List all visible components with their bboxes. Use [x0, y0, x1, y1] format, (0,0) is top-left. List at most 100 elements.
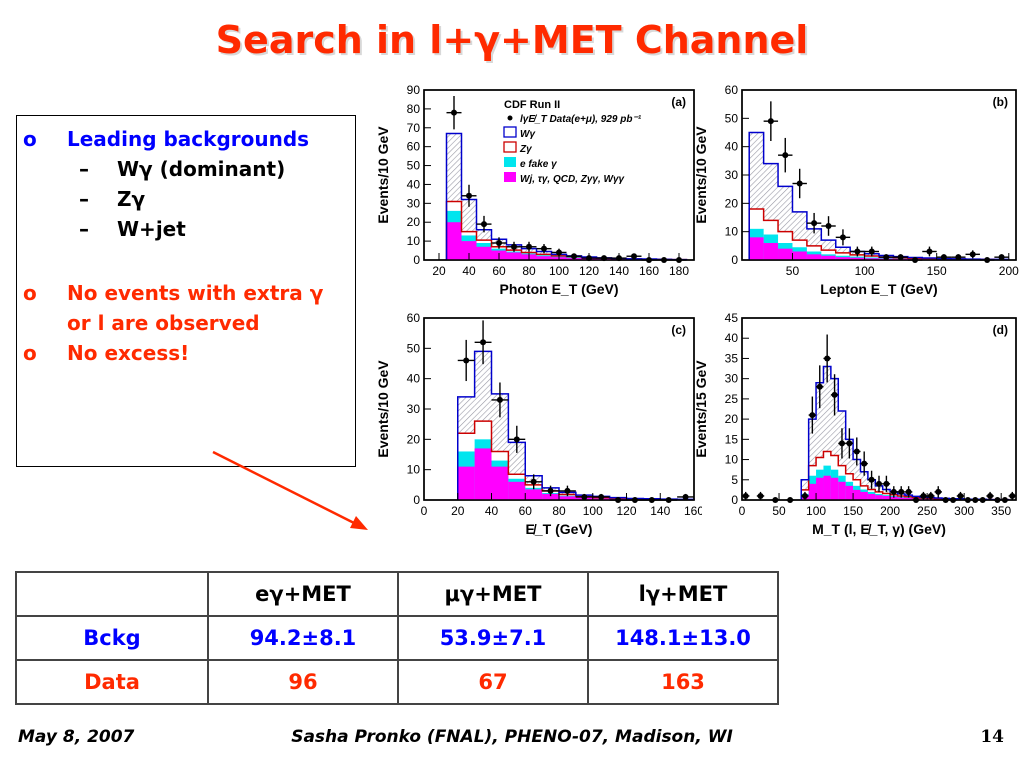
sub-bullet-marker: – — [79, 157, 89, 181]
x-tick-label: 0 — [739, 504, 746, 518]
data-point — [508, 425, 526, 453]
y-tick-label: 10 — [407, 463, 421, 477]
summary-table: eγ+MET μγ+MET lγ+MET Bckg 94.2±8.1 53.9±… — [15, 571, 779, 705]
x-tick-label: 180 — [669, 264, 689, 278]
x-tick-label: 300 — [954, 504, 974, 518]
sub-bullet-text: Zγ — [117, 187, 146, 211]
y-tick-label: 60 — [407, 140, 421, 154]
data-point — [850, 246, 865, 257]
y-tick-label: 20 — [407, 215, 421, 229]
bullet-text: No events with extra γ or l are observed — [67, 281, 324, 335]
table-cell: 94.2±8.1 — [207, 615, 399, 661]
bar-other-backgrounds — [904, 497, 913, 500]
x-tick-label: 150 — [927, 264, 947, 278]
chart-photon-et: 20 40 60 80 100 120 140 160 180 0 10 20 30 40 50 60 70 80… — [375, 83, 695, 297]
data-point — [446, 95, 462, 130]
panel-label: (c) — [671, 323, 686, 337]
y-tick-label: 10 — [407, 234, 421, 248]
data-point — [801, 491, 809, 500]
y-tick-label: 70 — [407, 121, 421, 135]
y-tick-label: 20 — [725, 196, 739, 210]
data-point — [476, 215, 492, 233]
x-tick-label: 200 — [880, 504, 900, 518]
bar-other-backgrounds — [816, 477, 824, 500]
bar-other-backgrounds — [864, 258, 879, 260]
bar-other-backgrounds — [461, 241, 477, 260]
y-axis-label: Events/10 GeV — [693, 126, 709, 224]
y-tick-label: 0 — [413, 253, 420, 267]
bar-w-gamma — [808, 419, 817, 500]
bar-other-backgrounds — [845, 485, 854, 500]
data-point — [879, 254, 894, 261]
legend-entry: Wγ — [520, 129, 536, 140]
bar-other-backgrounds — [525, 489, 543, 500]
data-point — [986, 491, 994, 500]
data-point — [1008, 491, 1016, 500]
bar-w-gamma — [816, 382, 824, 500]
x-tick-label: 140 — [609, 264, 629, 278]
data-point — [592, 493, 610, 500]
x-tick-label: 80 — [522, 264, 536, 278]
y-tick-label: 30 — [725, 372, 739, 386]
y-axis-label: Events/10 GeV — [375, 360, 391, 458]
bar-other-backgrounds — [491, 466, 509, 500]
sub-bullet-text: Wγ (dominant) — [117, 157, 286, 181]
data-point — [890, 486, 898, 498]
data-point — [792, 168, 807, 199]
bar-other-backgrounds — [867, 493, 876, 500]
data-point — [821, 216, 836, 236]
data-point — [808, 396, 817, 434]
table-cell: 96 — [207, 659, 399, 705]
bar-other-backgrounds — [821, 255, 836, 260]
bar-other-backgrounds — [882, 495, 891, 500]
y-tick-label: 20 — [407, 432, 421, 446]
data-point — [965, 250, 980, 259]
bullet-text: No excess! — [67, 341, 190, 365]
bullet-text: Leading backgrounds — [67, 127, 310, 151]
data-point — [461, 184, 477, 207]
x-tick-label: 60 — [492, 264, 506, 278]
sub-bullet-marker: – — [79, 217, 89, 241]
x-tick-label: 160 — [639, 264, 659, 278]
data-point — [778, 137, 793, 173]
legend-swatch — [504, 157, 516, 167]
bar-other-backgrounds — [806, 254, 822, 260]
data-point — [823, 334, 831, 383]
data-point — [457, 339, 475, 382]
x-tick-label: 50 — [786, 264, 800, 278]
legend-swatch — [504, 172, 516, 182]
data-point — [575, 493, 593, 500]
y-tick-label: 50 — [407, 159, 421, 173]
data-point — [830, 374, 839, 416]
y-tick-label: 45 — [725, 311, 739, 325]
data-point — [474, 320, 492, 365]
bar-other-backgrounds — [446, 222, 462, 260]
data-point — [626, 253, 642, 260]
sub-bullet-wg: – Wγ (dominant) — [79, 154, 349, 184]
bar-other-backgrounds — [853, 489, 861, 500]
y-tick-label: 90 — [407, 83, 421, 97]
data-point — [491, 382, 509, 418]
bar-other-backgrounds — [875, 495, 883, 500]
legend-marker — [507, 115, 513, 121]
x-axis-label: Lepton E_T (GeV) — [820, 281, 937, 297]
table-cell: 53.9±7.1 — [397, 615, 589, 661]
bar-other-backgrounds — [506, 252, 522, 260]
data-point — [882, 475, 891, 492]
bar-other-backgrounds — [897, 497, 905, 500]
table-cell: 163 — [587, 659, 779, 705]
bar-w-gamma — [823, 366, 831, 500]
y-tick-label: 25 — [725, 392, 739, 406]
table-header-cell: μγ+MET — [397, 571, 589, 617]
x-tick-label: 350 — [991, 504, 1011, 518]
y-tick-label: 40 — [407, 372, 421, 386]
panel-label: (b) — [993, 95, 1008, 109]
legend-entry: Wj, τγ, QCD, Zγγ, Wγγ — [520, 174, 626, 185]
x-tick-label: 100 — [549, 264, 569, 278]
bar-other-backgrounds — [830, 477, 839, 500]
footer-date: May 8, 2007 — [18, 727, 135, 747]
data-point — [860, 451, 868, 476]
bar-other-backgrounds — [838, 481, 846, 500]
y-tick-label: 80 — [407, 102, 421, 116]
